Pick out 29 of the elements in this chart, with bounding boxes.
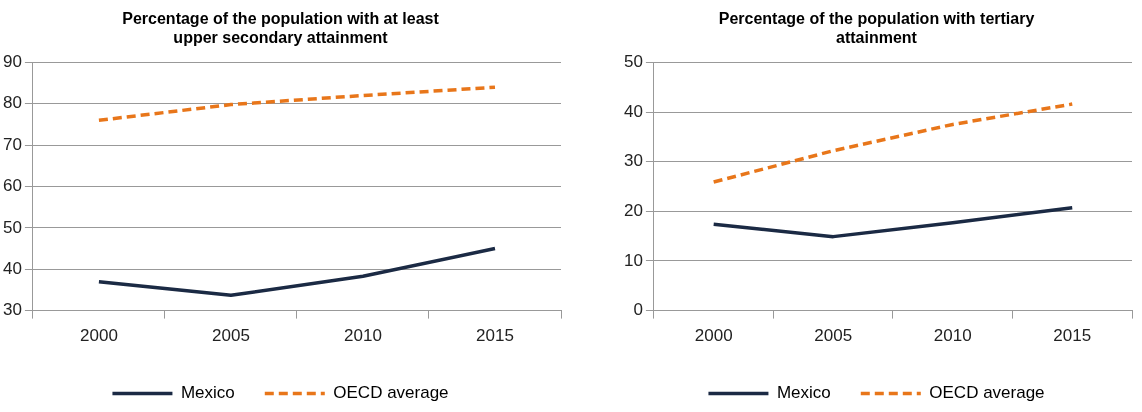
chart-title: Percentage of the population with tertiary attainment bbox=[718, 10, 1035, 47]
y-tick-label: 70 bbox=[2, 134, 22, 154]
line-series bbox=[711, 102, 1074, 184]
y-tick-label: 20 bbox=[623, 201, 643, 221]
x-tick-label: 2005 bbox=[814, 326, 853, 346]
x-tick-label: 2000 bbox=[80, 326, 118, 346]
legend-label: Mexico bbox=[180, 383, 235, 403]
x-tick-label: 2010 bbox=[344, 326, 382, 346]
chart-title: Percentage of the population with at least upper secondary attainment bbox=[122, 10, 440, 47]
y-tick-label: 60 bbox=[2, 176, 22, 196]
legend-label: OECD average bbox=[929, 383, 1045, 403]
y-tick-label: 50 bbox=[2, 217, 22, 237]
y-tick-label: 40 bbox=[623, 101, 643, 121]
x-tick-label: 2005 bbox=[212, 326, 250, 346]
line-series bbox=[97, 85, 497, 123]
x-tick-label: 2015 bbox=[1053, 326, 1092, 346]
y-tick-label: 50 bbox=[623, 52, 643, 72]
y-tick-label: 30 bbox=[623, 151, 643, 171]
y-tick-label: 30 bbox=[2, 300, 22, 320]
y-tick-label: 0 bbox=[633, 300, 643, 320]
y-tick-label: 90 bbox=[2, 52, 22, 72]
y-tick-label: 40 bbox=[2, 258, 22, 278]
y-tick-label: 80 bbox=[2, 93, 22, 113]
x-tick-label: 2015 bbox=[476, 326, 514, 346]
y-tick-label: 10 bbox=[623, 250, 643, 270]
x-tick-label: 2010 bbox=[933, 326, 972, 346]
legend-label: Mexico bbox=[776, 383, 831, 403]
legend-label: OECD average bbox=[333, 383, 449, 403]
x-tick-label: 2000 bbox=[694, 326, 733, 346]
